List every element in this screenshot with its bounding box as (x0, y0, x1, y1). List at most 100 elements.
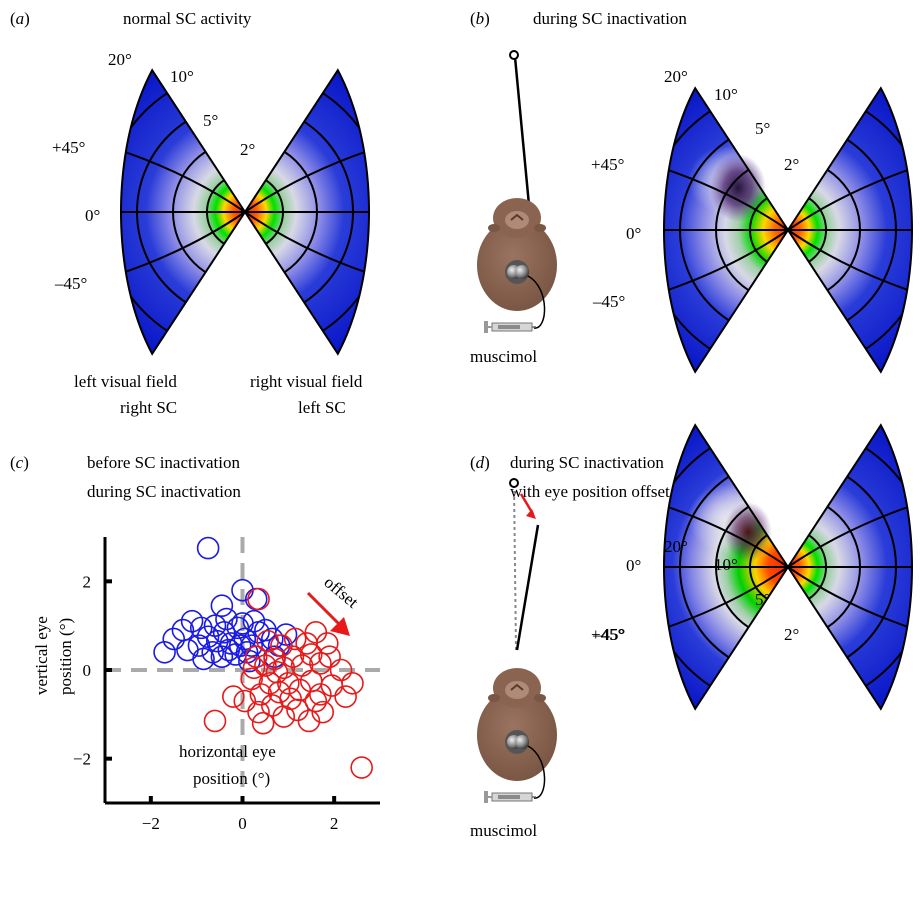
fixation-target (509, 478, 519, 488)
during-point (222, 685, 245, 708)
panel-b-title: during SC inactivation (533, 9, 687, 28)
ecc-5-label: 5° (755, 119, 770, 138)
angle-minus45-label: –45° (54, 274, 87, 293)
during-point (203, 709, 227, 733)
sc-map-offset (662, 423, 914, 711)
before-point (231, 612, 254, 635)
during-point (341, 671, 364, 695)
x-axis-label-line1: horizontal eye (179, 742, 276, 761)
monkey-face (505, 681, 529, 699)
ecc-2-label: 2° (784, 625, 799, 644)
ecc-20-label: 20° (664, 67, 688, 86)
during-point (315, 632, 339, 655)
before-point (215, 607, 238, 631)
y-axis-label-line1: vertical eye (32, 616, 51, 695)
during-point (256, 629, 280, 653)
during-point (311, 700, 335, 724)
chamber-cap (515, 735, 529, 749)
iso-direction-line (244, 131, 369, 213)
during-point (244, 645, 268, 669)
during-point (247, 587, 270, 611)
before-point (187, 634, 211, 657)
map-b-labels: 20° 10° 5° 2° +45° 0° –45° (591, 67, 799, 311)
before-point (162, 627, 186, 651)
angle-plus45-label: +45° (591, 155, 624, 174)
before-point (192, 647, 215, 671)
during-point (297, 709, 321, 733)
x-tick-label: 0 (238, 814, 247, 833)
before-point (210, 645, 234, 669)
during-point (242, 656, 266, 680)
angle-zero-label: 0° (626, 556, 641, 575)
panel-a-heading: (a) normal SC activity (10, 9, 252, 28)
before-point (242, 609, 266, 633)
syringe-plunger (484, 791, 488, 803)
before-point (210, 594, 234, 618)
right-lobe-outline (243, 68, 371, 356)
angle-minus45-label: –45° (592, 292, 625, 311)
right-lobe-outline (786, 423, 914, 711)
panel-c-heading: (c) before SC inactivation during SC ina… (10, 453, 241, 501)
panel-d-title-line2: with eye position offset (510, 482, 670, 501)
muscimol-label-b: muscimol (470, 347, 537, 366)
during-point (299, 643, 323, 666)
eye-position-scatter: −2 0 2 −2 0 2 (73, 536, 380, 833)
ecc-10-label: 10° (714, 85, 738, 104)
during-point (318, 645, 341, 669)
monkey-illustration-d (477, 478, 557, 803)
infusion-tube (527, 275, 546, 329)
left-visual-field-label: left visual field (74, 372, 177, 391)
monkey-nose (510, 213, 524, 221)
before-point (196, 536, 220, 560)
sc-map-inactivation (662, 86, 914, 374)
before-point (153, 640, 176, 664)
left-lobe-outline (662, 86, 790, 374)
angle-zero-label: 0° (626, 224, 641, 243)
syringe-plunger (484, 321, 488, 333)
during-point (240, 667, 263, 691)
during-point (270, 634, 293, 657)
angle-plus45-label: +45° (52, 138, 85, 157)
before-point (247, 621, 270, 644)
map-a-labels: 20° 10° 5° 2° +45° 0° –45° left visual f… (52, 50, 363, 417)
x-axis-label-line2: position (°) (193, 769, 270, 788)
panel-a-letter: (a) (10, 9, 30, 28)
iso-direction-line (664, 486, 789, 568)
during-point (283, 627, 307, 651)
panel-d-title-line1: during SC inactivation (510, 453, 664, 472)
inactivation-dark-spot (710, 154, 766, 222)
during-point (247, 700, 270, 724)
panel-a-title: normal SC activity (123, 9, 252, 28)
offset-gaze-line (515, 524, 540, 651)
monkey-ear-left (488, 694, 500, 702)
y-tick-label: −2 (73, 750, 91, 769)
ecc-20-label: 20° (664, 537, 688, 556)
angle-minus45-label: –45° (592, 625, 625, 644)
ecc-2-label: 2° (784, 155, 799, 174)
map-d-labels: 20° 10° 5° 2° +45° 0° –45° (591, 537, 799, 644)
y-tick-label: 0 (83, 661, 92, 680)
before-point (217, 638, 241, 662)
fixation-target (509, 50, 519, 60)
iso-direction-line (664, 566, 789, 648)
muscimol-label-d: muscimol (470, 821, 537, 840)
before-point (238, 649, 261, 673)
y-tick-label: 2 (83, 572, 92, 591)
during-point (279, 687, 302, 711)
iso-direction-line (787, 566, 912, 648)
angle-zero-label: 0° (85, 206, 100, 225)
before-series (153, 536, 298, 673)
ecc-5-label: 5° (203, 111, 218, 130)
ecc-5-label: 5° (755, 590, 770, 609)
before-point (203, 614, 227, 637)
y-axis-label-line2: position (°) (56, 618, 75, 695)
panel-b-letter: (b) (470, 9, 490, 28)
offset-arrow-head (330, 617, 350, 636)
offset-label: offset (320, 573, 362, 612)
gaze-line (513, 56, 531, 206)
monkey-ear-right (534, 694, 546, 702)
chamber-cap (515, 265, 529, 279)
before-point (189, 616, 213, 640)
iso-direction-line (121, 211, 246, 293)
monkey-ear-right (534, 224, 546, 232)
